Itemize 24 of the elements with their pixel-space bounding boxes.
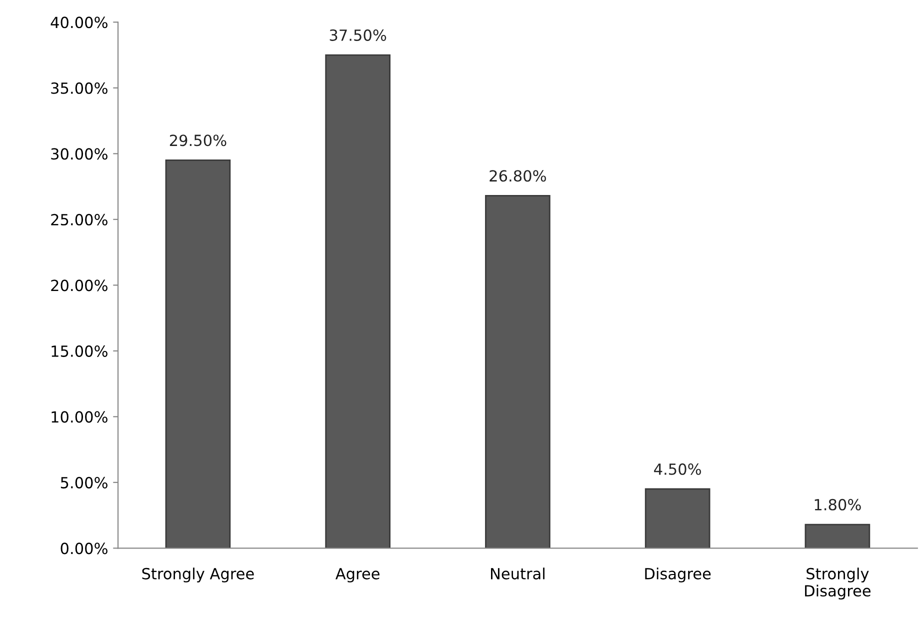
y-tick-label: 10.00% bbox=[52, 411, 108, 423]
bar bbox=[804, 524, 870, 548]
data-label: 26.80% bbox=[490, 170, 546, 182]
y-tick-label: 15.00% bbox=[52, 345, 108, 357]
y-tick-label: 0.00% bbox=[60, 542, 108, 554]
y-tick-label: 20.00% bbox=[51, 280, 108, 292]
bar bbox=[165, 160, 231, 548]
y-tick-label: 5.00% bbox=[60, 476, 108, 488]
y-tick-label: 35.00% bbox=[51, 82, 108, 94]
bar bbox=[644, 488, 710, 548]
x-tick-label: Agree bbox=[336, 568, 380, 582]
y-tick-label: 25.00% bbox=[51, 214, 108, 226]
data-label: 29.50% bbox=[170, 134, 226, 146]
x-tick-label: Strongly Disagree bbox=[805, 568, 871, 600]
y-tick-label: 40.00% bbox=[50, 16, 108, 28]
data-label: 4.50% bbox=[654, 463, 701, 475]
x-tick-label: Neutral bbox=[491, 568, 544, 580]
y-tick-label: 30.00% bbox=[51, 148, 108, 160]
bar bbox=[325, 54, 390, 548]
data-label: 1.80% bbox=[814, 498, 861, 510]
bar bbox=[485, 195, 550, 548]
data-label: 37.50% bbox=[330, 29, 386, 41]
x-tick-label: Disagree bbox=[645, 568, 711, 582]
x-tick-label: Strongly Agree bbox=[142, 568, 254, 582]
